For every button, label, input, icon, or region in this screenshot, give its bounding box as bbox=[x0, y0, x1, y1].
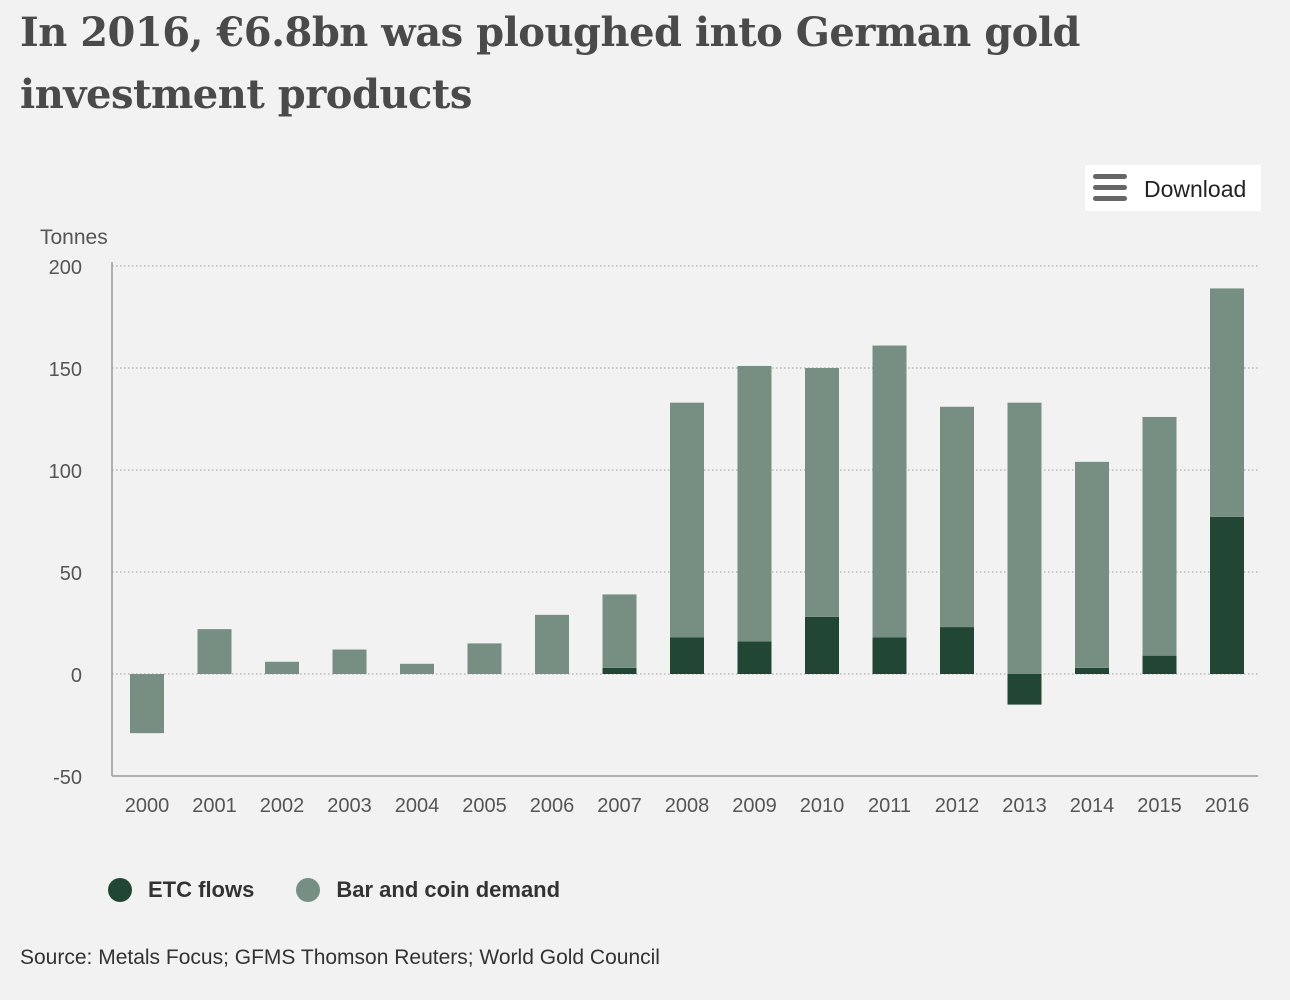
bars-layer bbox=[130, 288, 1244, 734]
y-tick-label-150: 150 bbox=[49, 359, 82, 381]
x-tick-label-2013: 2013 bbox=[1002, 795, 1047, 817]
bar-etc-2011 bbox=[872, 637, 907, 674]
x-tick-label-2016: 2016 bbox=[1205, 795, 1250, 817]
x-tick-label-2014: 2014 bbox=[1070, 795, 1115, 817]
bar-bar-coin-2014 bbox=[1075, 461, 1109, 668]
bar-etc-2014 bbox=[1075, 667, 1109, 674]
bar-bar-coin-2016 bbox=[1210, 288, 1244, 517]
legend-marker-etc bbox=[108, 878, 132, 902]
menu-icon bbox=[1093, 174, 1127, 202]
x-tick-label-2010: 2010 bbox=[800, 795, 845, 817]
x-tick-label-2008: 2008 bbox=[665, 795, 710, 817]
bar-bar-coin-2005 bbox=[467, 643, 502, 674]
x-tick-label-2007: 2007 bbox=[597, 795, 642, 817]
bar-bar-coin-2000 bbox=[130, 674, 164, 734]
bar-etc-2008 bbox=[670, 637, 704, 674]
source-note: Source: Metals Focus; GFMS Thomson Reute… bbox=[20, 946, 660, 969]
x-tick-label-2004: 2004 bbox=[395, 795, 440, 817]
legend-item-bar-coin[interactable]: Bar and coin demand bbox=[296, 877, 560, 903]
legend: ETC flows Bar and coin demand bbox=[108, 877, 602, 903]
legend-label-bar-coin: Bar and coin demand bbox=[336, 877, 561, 902]
labels-layer: 200 150 100 50 0 -50 Tonnes 2000 2001 2002 2003 200… bbox=[40, 226, 1249, 817]
y-tick-label--50: -50 bbox=[53, 767, 82, 789]
bar-bar-coin-2001 bbox=[197, 629, 232, 674]
bar-bar-coin-2015 bbox=[1142, 416, 1177, 656]
bar-bar-coin-2006 bbox=[535, 614, 569, 674]
bar-etc-2016 bbox=[1210, 516, 1244, 674]
x-tick-label-2003: 2003 bbox=[327, 795, 372, 817]
x-tick-label-2009: 2009 bbox=[732, 795, 777, 817]
y-tick-label-50: 50 bbox=[60, 563, 82, 585]
legend-item-etc[interactable]: ETC flows bbox=[108, 877, 254, 903]
chart-title: In 2016, €6.8bn was ploughed into German… bbox=[20, 9, 1081, 118]
bar-bar-coin-2009 bbox=[737, 365, 772, 642]
bar-bar-coin-2008 bbox=[670, 402, 704, 638]
bar-etc-2015 bbox=[1142, 655, 1177, 674]
bar-bar-coin-2004 bbox=[400, 663, 434, 674]
x-tick-label-2006: 2006 bbox=[530, 795, 575, 817]
bar-bar-coin-2011 bbox=[872, 345, 907, 638]
legend-label-etc: ETC flows bbox=[148, 877, 255, 902]
bar-bar-coin-2007 bbox=[602, 594, 637, 668]
bar-bar-coin-2013 bbox=[1007, 402, 1042, 674]
x-tick-label-2002: 2002 bbox=[260, 795, 305, 817]
x-tick-label-2011: 2011 bbox=[868, 795, 911, 817]
x-tick-label-2015: 2015 bbox=[1137, 795, 1182, 817]
bar-etc-2012 bbox=[940, 627, 974, 674]
x-tick-label-2000: 2000 bbox=[125, 795, 170, 817]
legend-marker-bar-coin bbox=[296, 878, 321, 902]
y-tick-label-200: 200 bbox=[49, 257, 82, 279]
y-tick-label-0: 0 bbox=[71, 665, 82, 687]
bar-bar-coin-2010 bbox=[805, 368, 839, 617]
bar-bar-coin-2012 bbox=[940, 406, 974, 628]
bar-etc-2010 bbox=[805, 616, 839, 674]
download-label: Download bbox=[1144, 176, 1247, 202]
bar-bar-coin-2003 bbox=[332, 649, 367, 674]
bar-etc-2007 bbox=[602, 667, 637, 674]
y-tick-label-100: 100 bbox=[49, 461, 82, 483]
bar-etc-2009 bbox=[737, 641, 772, 674]
bar-bar-coin-2002 bbox=[265, 661, 299, 674]
download-button[interactable]: Download bbox=[1085, 165, 1261, 211]
y-axis-title: Tonnes bbox=[40, 226, 108, 249]
x-tick-label-2005: 2005 bbox=[462, 795, 507, 817]
x-tick-label-2012: 2012 bbox=[935, 795, 980, 817]
axis-layer bbox=[111, 262, 1258, 777]
bar-etc-2013 bbox=[1007, 674, 1042, 705]
x-tick-label-2001: 2001 bbox=[192, 795, 237, 817]
